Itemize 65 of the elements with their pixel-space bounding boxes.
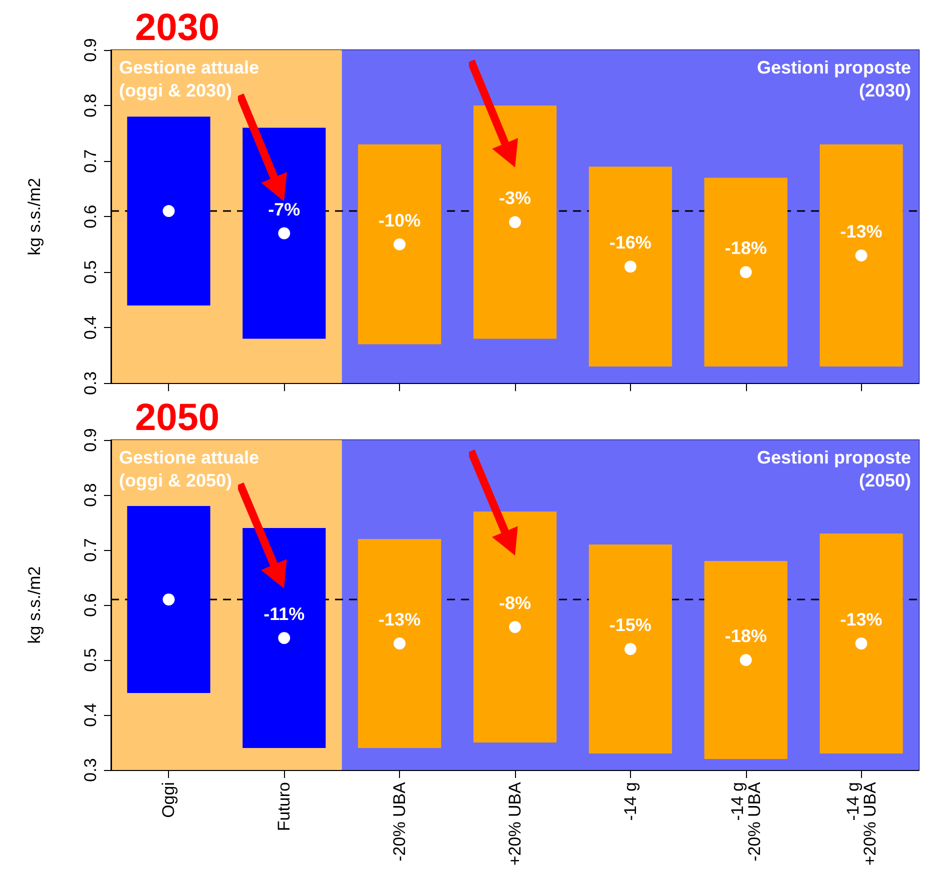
y-tick-label: 0.5 <box>81 648 100 672</box>
point <box>740 266 752 278</box>
point <box>394 638 406 650</box>
y-tick-label: 0.3 <box>81 758 100 782</box>
point <box>624 643 636 655</box>
annotation: -8% <box>498 593 532 613</box>
y-axis-title: kg s.s./m2 <box>25 566 44 644</box>
bar <box>127 116 210 306</box>
point <box>162 594 175 606</box>
point <box>509 216 521 228</box>
annotation: -18% <box>724 626 767 646</box>
x-tick-label: -14 g -20% UBA <box>728 781 764 862</box>
annotation: -13% <box>378 610 421 630</box>
annotation: -10% <box>378 210 421 230</box>
annotation: -11% <box>264 604 305 624</box>
annotation: -13% <box>840 610 882 630</box>
annotation: -18% <box>724 238 767 258</box>
point <box>624 260 636 273</box>
y-tick-label: 0.4 <box>81 703 100 727</box>
x-tick-label: -14 g +20% UBA <box>843 781 880 866</box>
y-tick-label: 0.3 <box>81 371 100 396</box>
bar <box>588 544 672 754</box>
band-label: Gestione attuale (oggi & 2030) <box>119 58 260 100</box>
bar <box>704 561 788 759</box>
x-tick-label: +20% UBA <box>506 781 524 866</box>
y-axis-title: kg s.s./m2 <box>25 178 44 256</box>
annotation: -16% <box>609 232 652 253</box>
annotation: -3% <box>498 188 532 208</box>
x-tick-label: Oggi <box>159 782 178 818</box>
band-label: Gestione attuale (oggi & 2050) <box>119 448 260 490</box>
point <box>509 621 521 633</box>
point <box>278 227 290 240</box>
y-tick-label: 0.6 <box>81 593 100 617</box>
bar <box>820 144 903 367</box>
y-tick-label: 0.9 <box>81 38 100 62</box>
annotation: -15% <box>609 615 652 635</box>
bar <box>358 144 442 344</box>
bar <box>127 506 210 693</box>
point <box>162 205 175 218</box>
band-label: Gestioni proposte (2030) <box>756 58 912 100</box>
point <box>855 638 868 650</box>
point <box>855 249 868 262</box>
annotation: -13% <box>840 221 882 242</box>
point <box>740 654 752 666</box>
y-tick-label: 0.7 <box>81 538 100 562</box>
point <box>278 632 290 644</box>
x-tick-label: -14 g <box>620 782 640 821</box>
x-tick-label: Futuro <box>274 782 294 832</box>
bar <box>358 539 442 748</box>
y-tick-label: 0.7 <box>81 149 100 173</box>
y-tick-label: 0.8 <box>81 94 100 118</box>
x-tick-label: -20% UBA <box>390 781 410 862</box>
band-label: Gestioni proposte (2050) <box>756 448 912 490</box>
y-tick-label: 0.5 <box>81 260 100 284</box>
y-tick-label: 0.8 <box>81 483 100 507</box>
point <box>394 238 406 250</box>
chart-title: 2050 <box>135 397 220 439</box>
y-tick-label: 0.9 <box>81 428 100 452</box>
y-tick-label: 0.6 <box>81 204 100 228</box>
annotation: -7% <box>268 199 300 220</box>
bar <box>588 166 672 367</box>
bar <box>704 178 788 367</box>
y-tick-label: 0.4 <box>81 316 100 340</box>
bar <box>820 534 903 754</box>
chart-title: 2030 <box>135 7 220 49</box>
